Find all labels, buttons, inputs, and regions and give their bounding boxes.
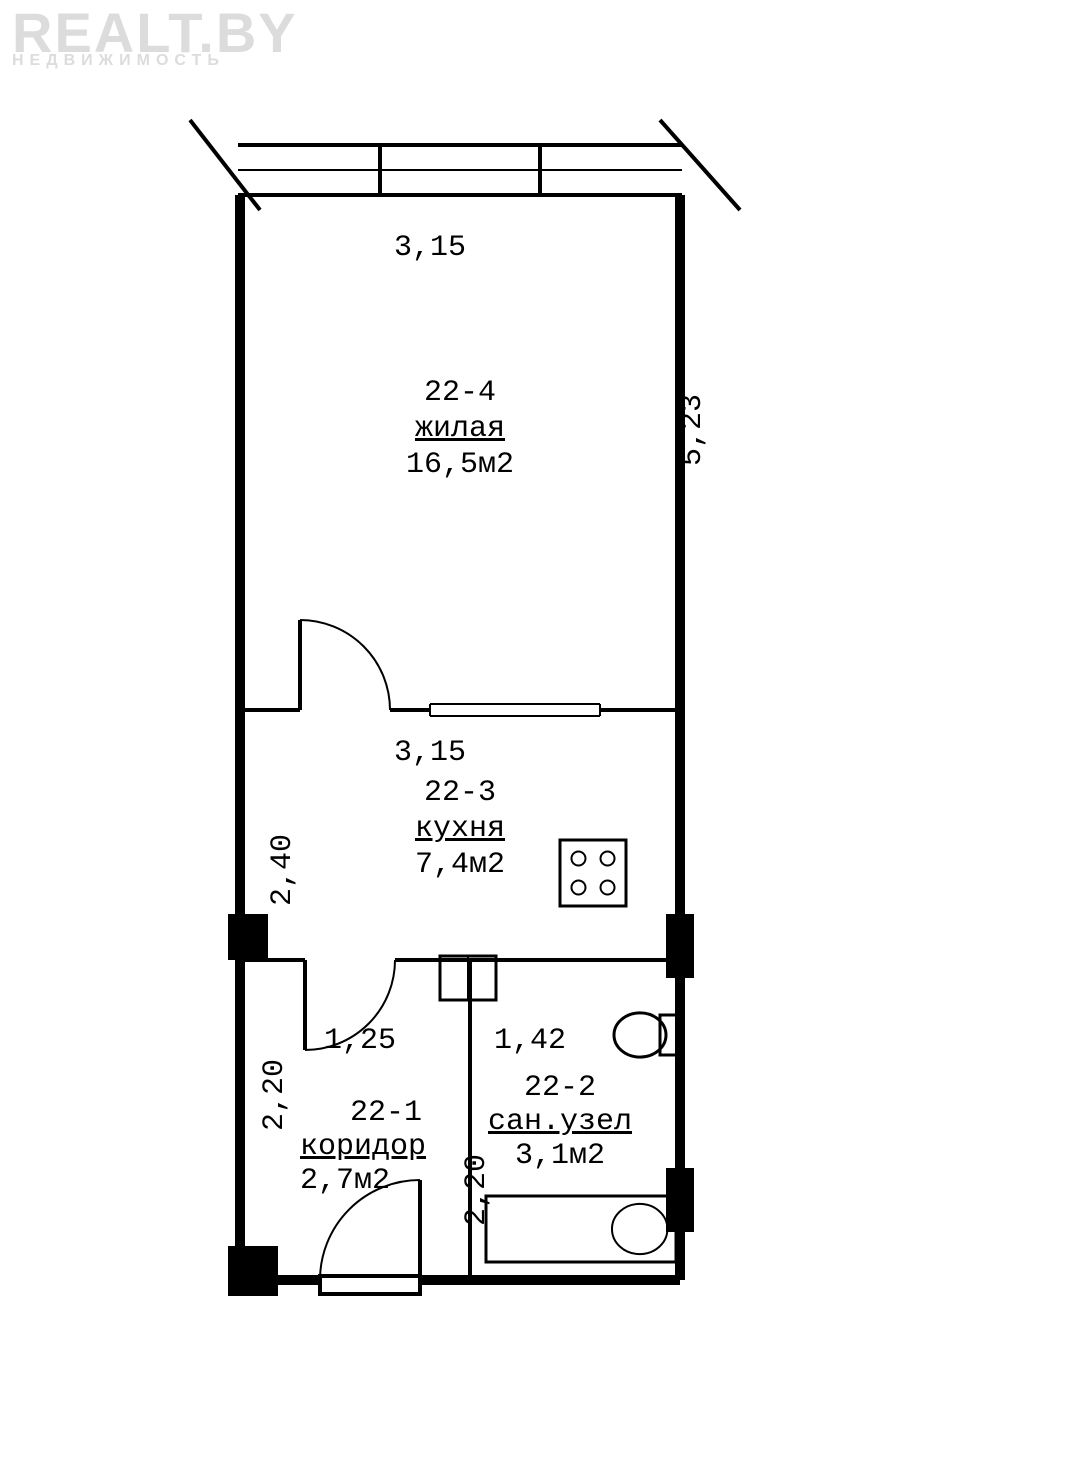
pillar-3 bbox=[668, 1170, 692, 1230]
stove-burner-1 bbox=[601, 851, 615, 865]
dim-top_w: 3,15 bbox=[394, 231, 466, 265]
dim-living_h: 5,23 bbox=[676, 394, 710, 466]
room-corridor-name: коридор bbox=[300, 1130, 426, 1164]
room-kitchen-id: 22-3 bbox=[424, 776, 496, 810]
stove-burner-2 bbox=[571, 881, 585, 895]
fixture-toilet bbox=[614, 1013, 666, 1057]
dim-kitchen_w: 3,15 bbox=[394, 736, 466, 770]
room-kitchen-area: 7,4м2 bbox=[415, 848, 505, 882]
dim-bath_h: 2,20 bbox=[460, 1154, 494, 1226]
pillar-2 bbox=[668, 916, 692, 976]
fixture-bath-basin bbox=[612, 1204, 667, 1254]
fixture-stove bbox=[560, 840, 626, 906]
room-corridor-area: 2,7м2 bbox=[300, 1164, 390, 1198]
dim-kitchen_h: 2,40 bbox=[266, 834, 300, 906]
fixture-bath bbox=[486, 1196, 676, 1262]
room-bath-area: 3,1м2 bbox=[515, 1139, 605, 1173]
room-bath-id: 22-2 bbox=[524, 1071, 596, 1105]
watermark-line1: REALT.BY bbox=[12, 8, 298, 58]
dim-corridor_h: 2,20 bbox=[258, 1059, 292, 1131]
pillar-1 bbox=[230, 1248, 276, 1294]
room-corridor-id: 22-1 bbox=[350, 1096, 422, 1130]
dim-bath_w: 1,42 bbox=[494, 1024, 566, 1058]
entrance-threshold bbox=[320, 1276, 420, 1294]
room-kitchen-name: кухня bbox=[415, 812, 505, 846]
dim-corridor_w: 1,25 bbox=[324, 1024, 396, 1058]
stove-burner-3 bbox=[601, 881, 615, 895]
pillar-0 bbox=[230, 916, 266, 958]
room-living-name: жилая bbox=[415, 412, 505, 446]
stove-burner-0 bbox=[571, 851, 585, 865]
watermark: REALT.BY НЕДВИЖИМОСТЬ bbox=[12, 8, 298, 69]
floor-plan: 3,15 5,23 3,15 2,40 1,25 2,20 1,42 2,20 22-4жила… bbox=[0, 0, 1080, 1482]
door-living-kitchen-arc bbox=[300, 620, 390, 710]
room-living-id: 22-4 bbox=[424, 376, 496, 410]
room-living-area: 16,5м2 bbox=[406, 448, 514, 482]
room-bath-name: сан.узел bbox=[488, 1105, 632, 1139]
top-break-0 bbox=[190, 120, 260, 210]
